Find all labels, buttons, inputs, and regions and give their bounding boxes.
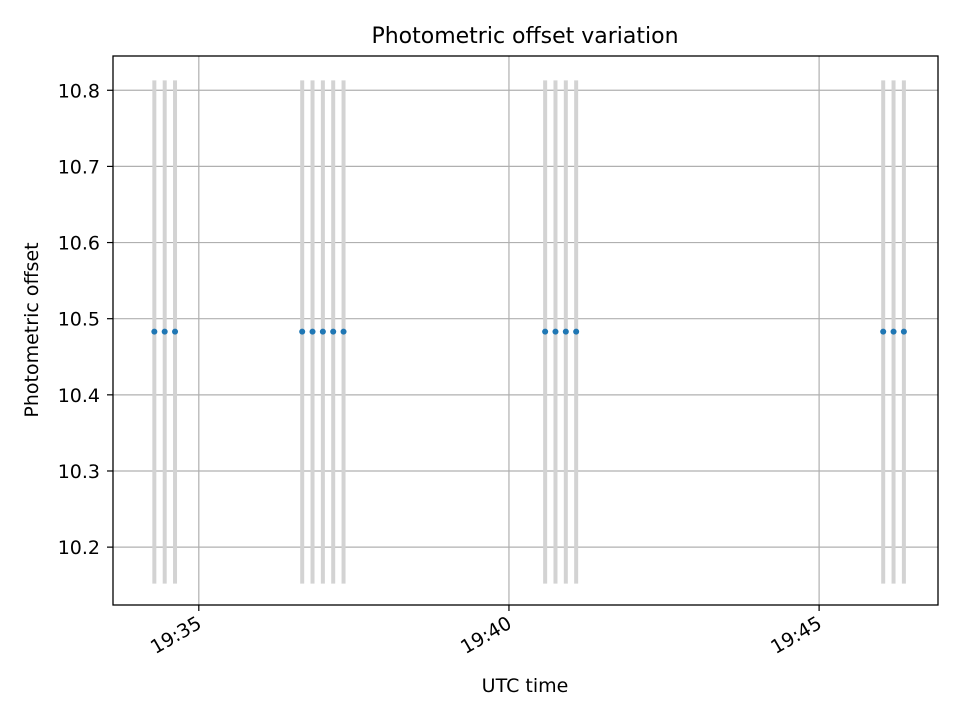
- data-points: [151, 328, 907, 335]
- data-point: [542, 328, 549, 335]
- x-axis-ticks: 19:35 19:40 19:45: [147, 605, 826, 659]
- x-tick-label: 19:45: [767, 612, 825, 658]
- y-tick-label: 10.6: [58, 233, 100, 255]
- y-tick-label: 10.8: [58, 80, 100, 102]
- data-point: [890, 328, 897, 335]
- error-bars: [152, 80, 906, 584]
- y-axis-label: Photometric offset: [21, 242, 43, 417]
- plot-frame: [112, 55, 939, 606]
- data-point: [880, 328, 887, 335]
- x-axis-label: UTC time: [482, 675, 569, 697]
- data-point: [573, 328, 580, 335]
- data-point: [151, 328, 158, 335]
- chart-title: Photometric offset variation: [371, 24, 678, 49]
- x-tick-label: 19:35: [147, 612, 205, 658]
- data-point: [562, 328, 569, 335]
- x-tick-label: 19:40: [457, 612, 515, 658]
- y-tick-label: 10.5: [58, 309, 100, 331]
- data-point: [172, 328, 179, 335]
- data-point: [299, 328, 306, 335]
- data-point: [161, 328, 168, 335]
- data-point: [340, 328, 347, 335]
- data-point: [309, 328, 316, 335]
- data-point: [330, 328, 337, 335]
- y-tick-label: 10.2: [58, 537, 100, 559]
- y-tick-label: 10.3: [58, 461, 100, 483]
- data-point: [900, 328, 907, 335]
- grid: [113, 56, 938, 605]
- y-tick-label: 10.4: [58, 385, 100, 407]
- data-point: [552, 328, 559, 335]
- y-axis-ticks: 10.2 10.3 10.4 10.5 10.6 10.7 10.8: [58, 80, 113, 559]
- y-tick-label: 10.7: [58, 156, 100, 178]
- data-point: [319, 328, 326, 335]
